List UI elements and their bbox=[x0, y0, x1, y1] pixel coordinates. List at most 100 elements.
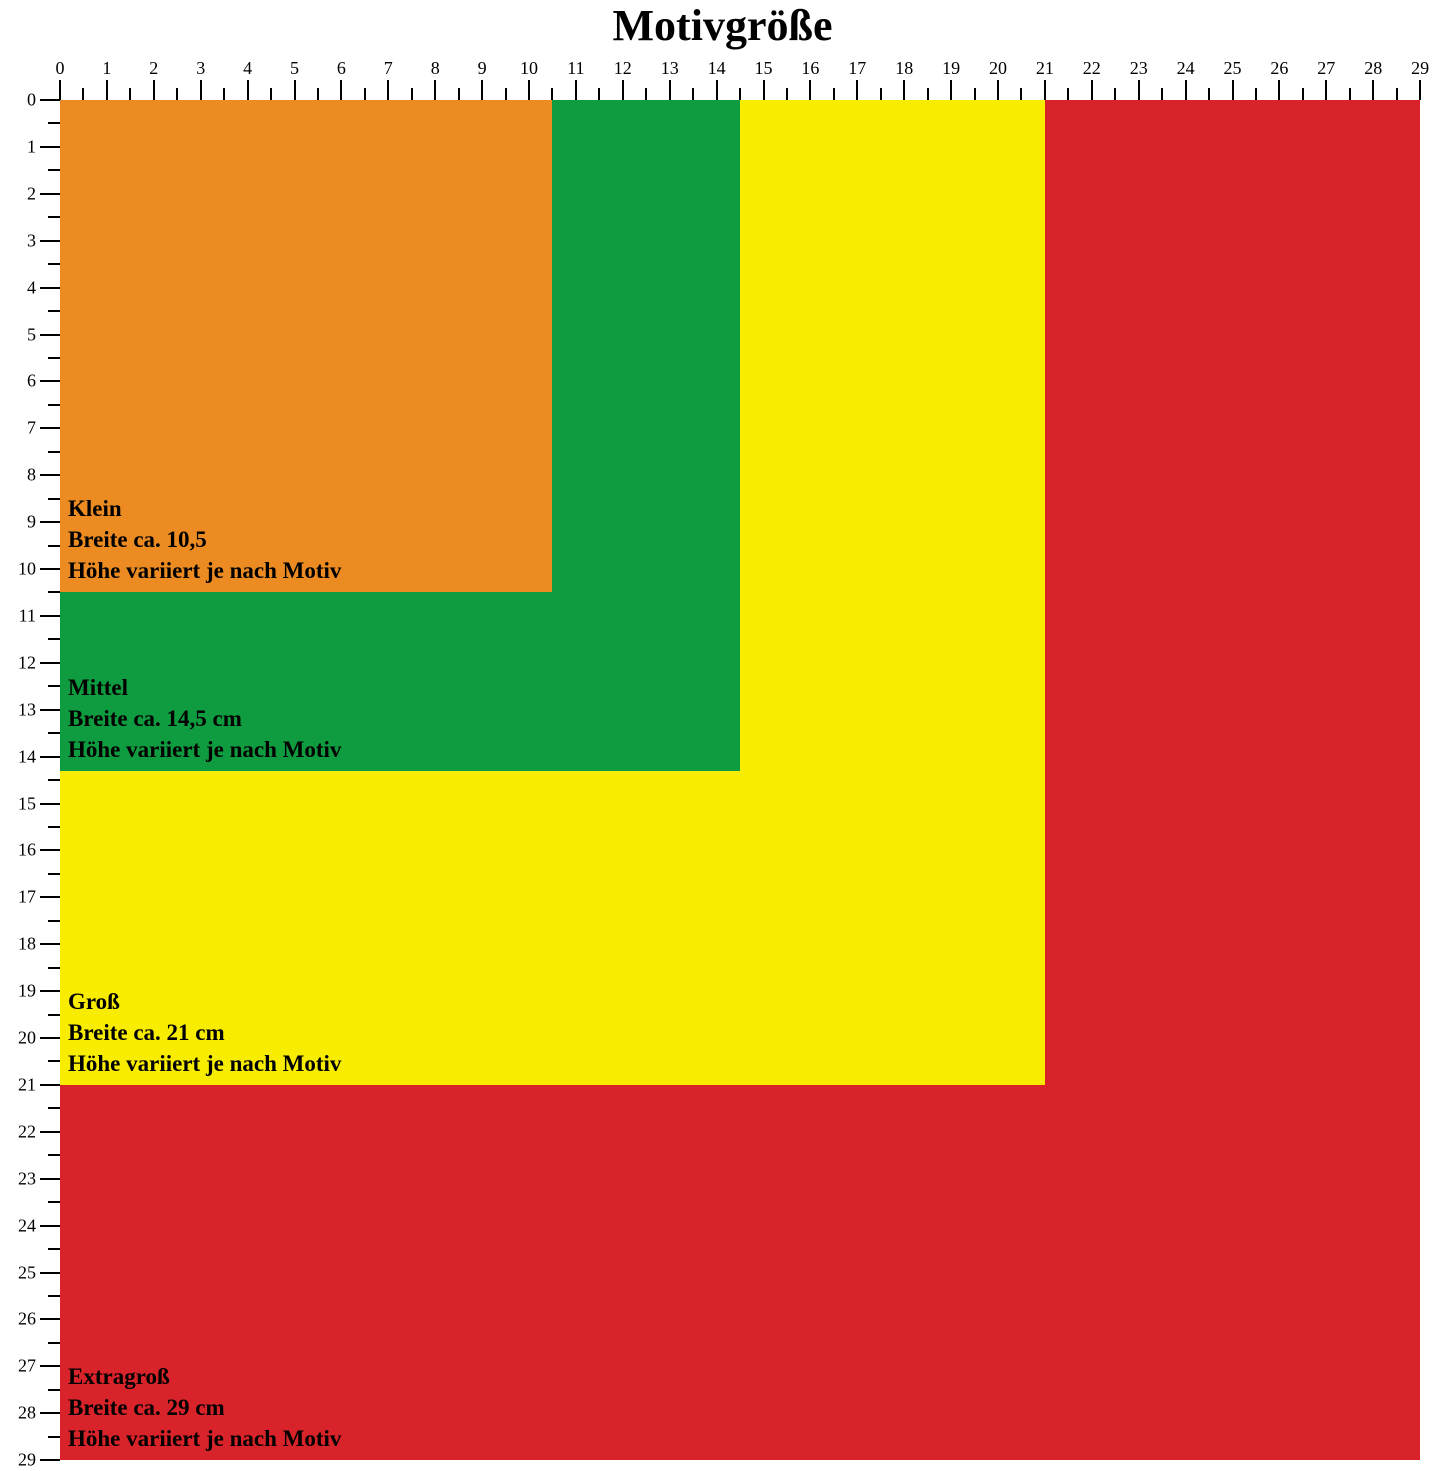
ruler-left-tick bbox=[40, 849, 60, 851]
ruler-left-tick bbox=[40, 568, 60, 570]
ruler-left-label: 9 bbox=[16, 512, 36, 533]
ruler-left-tick bbox=[40, 1318, 60, 1320]
ruler-top-minor-tick bbox=[974, 88, 976, 100]
ruler-left-label: 23 bbox=[16, 1168, 36, 1189]
size-box-label: MittelBreite ca. 14,5 cmHöhe variiert je… bbox=[68, 672, 341, 765]
ruler-left-tick bbox=[40, 615, 60, 617]
ruler-left-minor-tick bbox=[48, 451, 60, 453]
ruler-left-label: 5 bbox=[16, 324, 36, 345]
ruler-top-label: 15 bbox=[755, 58, 773, 79]
ruler-top-tick bbox=[1138, 80, 1140, 100]
size-box-label: KleinBreite ca. 10,5Höhe variiert je nac… bbox=[68, 493, 341, 586]
ruler-left-label: 7 bbox=[16, 418, 36, 439]
ruler-left-minor-tick bbox=[48, 685, 60, 687]
ruler-left-tick bbox=[40, 756, 60, 758]
ruler-left-minor-tick bbox=[48, 122, 60, 124]
size-label-height: Höhe variiert je nach Motiv bbox=[68, 555, 341, 586]
page: Motivgröße 01234567891011121314151617181… bbox=[0, 0, 1445, 1445]
ruler-left-minor-tick bbox=[48, 216, 60, 218]
ruler-left-minor-tick bbox=[48, 1154, 60, 1156]
ruler-left-minor-tick bbox=[48, 1014, 60, 1016]
ruler-left-label: 21 bbox=[16, 1074, 36, 1095]
ruler-top-minor-tick bbox=[786, 88, 788, 100]
ruler-top-label: 11 bbox=[567, 58, 584, 79]
ruler-left-minor-tick bbox=[48, 498, 60, 500]
ruler-top-minor-tick bbox=[458, 88, 460, 100]
ruler-top-label: 8 bbox=[431, 58, 440, 79]
ruler-left-minor-tick bbox=[48, 404, 60, 406]
ruler-top-tick bbox=[903, 80, 905, 100]
ruler-top-label: 6 bbox=[337, 58, 346, 79]
ruler-top-minor-tick bbox=[1114, 88, 1116, 100]
ruler-top-minor-tick bbox=[1396, 88, 1398, 100]
ruler-top-tick bbox=[950, 80, 952, 100]
chart-area: ExtragroßBreite ca. 29 cmHöhe variiert j… bbox=[60, 100, 1420, 1460]
ruler-left-tick bbox=[40, 943, 60, 945]
ruler-top-label: 23 bbox=[1130, 58, 1148, 79]
ruler-left-label: 27 bbox=[16, 1356, 36, 1377]
ruler-left-tick bbox=[40, 709, 60, 711]
ruler-top-minor-tick bbox=[1302, 88, 1304, 100]
ruler-top-tick bbox=[153, 80, 155, 100]
ruler-left-minor-tick bbox=[48, 1389, 60, 1391]
ruler-top-tick bbox=[59, 80, 61, 100]
ruler-left-tick bbox=[40, 474, 60, 476]
ruler-top-minor-tick bbox=[551, 88, 553, 100]
ruler-left-tick bbox=[40, 803, 60, 805]
ruler-top-label: 5 bbox=[290, 58, 299, 79]
size-box-klein: KleinBreite ca. 10,5Höhe variiert je nac… bbox=[60, 100, 552, 592]
ruler-left-minor-tick bbox=[48, 826, 60, 828]
ruler-left-label: 8 bbox=[16, 465, 36, 486]
ruler-left-tick bbox=[40, 896, 60, 898]
ruler-top-minor-tick bbox=[692, 88, 694, 100]
ruler-left-tick bbox=[40, 1459, 60, 1461]
ruler-top-tick bbox=[387, 80, 389, 100]
ruler-left-minor-tick bbox=[48, 310, 60, 312]
size-box-label: ExtragroßBreite ca. 29 cmHöhe variiert j… bbox=[68, 1361, 341, 1454]
ruler-left-minor-tick bbox=[48, 1436, 60, 1438]
ruler-left-label: 4 bbox=[16, 277, 36, 298]
ruler-top-label: 19 bbox=[942, 58, 960, 79]
ruler-left-tick bbox=[40, 1037, 60, 1039]
ruler-top-tick bbox=[1278, 80, 1280, 100]
ruler-top-tick bbox=[716, 80, 718, 100]
ruler-top-minor-tick bbox=[411, 88, 413, 100]
ruler-left-minor-tick bbox=[48, 779, 60, 781]
size-label-title: Extragroß bbox=[68, 1361, 341, 1392]
ruler-left-minor-tick bbox=[48, 591, 60, 593]
ruler-left-label: 16 bbox=[16, 840, 36, 861]
size-label-width: Breite ca. 10,5 bbox=[68, 524, 341, 555]
ruler-left-label: 11 bbox=[16, 605, 36, 626]
ruler-top-minor-tick bbox=[505, 88, 507, 100]
ruler-left-minor-tick bbox=[48, 1060, 60, 1062]
ruler-top-minor-tick bbox=[1067, 88, 1069, 100]
size-box-label: GroßBreite ca. 21 cmHöhe variiert je nac… bbox=[68, 986, 341, 1079]
ruler-left-tick bbox=[40, 1178, 60, 1180]
ruler-top-tick bbox=[247, 80, 249, 100]
ruler-top-tick bbox=[1325, 80, 1327, 100]
ruler-top-label: 20 bbox=[989, 58, 1007, 79]
ruler-left-label: 15 bbox=[16, 793, 36, 814]
ruler-left-label: 18 bbox=[16, 934, 36, 955]
ruler-left-tick bbox=[40, 1365, 60, 1367]
ruler-left-label: 10 bbox=[16, 559, 36, 580]
ruler-top-minor-tick bbox=[927, 88, 929, 100]
page-title: Motivgröße bbox=[0, 0, 1445, 51]
ruler-top-minor-tick bbox=[1255, 88, 1257, 100]
ruler-top-minor-tick bbox=[880, 88, 882, 100]
ruler-left-label: 22 bbox=[16, 1121, 36, 1142]
ruler-left-minor-tick bbox=[48, 545, 60, 547]
ruler-top-tick bbox=[528, 80, 530, 100]
ruler-top-minor-tick bbox=[176, 88, 178, 100]
ruler-left-tick bbox=[40, 1412, 60, 1414]
ruler-left-minor-tick bbox=[48, 1201, 60, 1203]
ruler-top-label: 27 bbox=[1317, 58, 1335, 79]
ruler-top-minor-tick bbox=[598, 88, 600, 100]
ruler-left-minor-tick bbox=[48, 732, 60, 734]
ruler-top-label: 29 bbox=[1411, 58, 1429, 79]
ruler-top-tick bbox=[106, 80, 108, 100]
ruler-left-tick bbox=[40, 240, 60, 242]
ruler-left-tick bbox=[40, 99, 60, 101]
ruler-left-label: 29 bbox=[16, 1450, 36, 1471]
ruler-left-label: 0 bbox=[16, 90, 36, 111]
